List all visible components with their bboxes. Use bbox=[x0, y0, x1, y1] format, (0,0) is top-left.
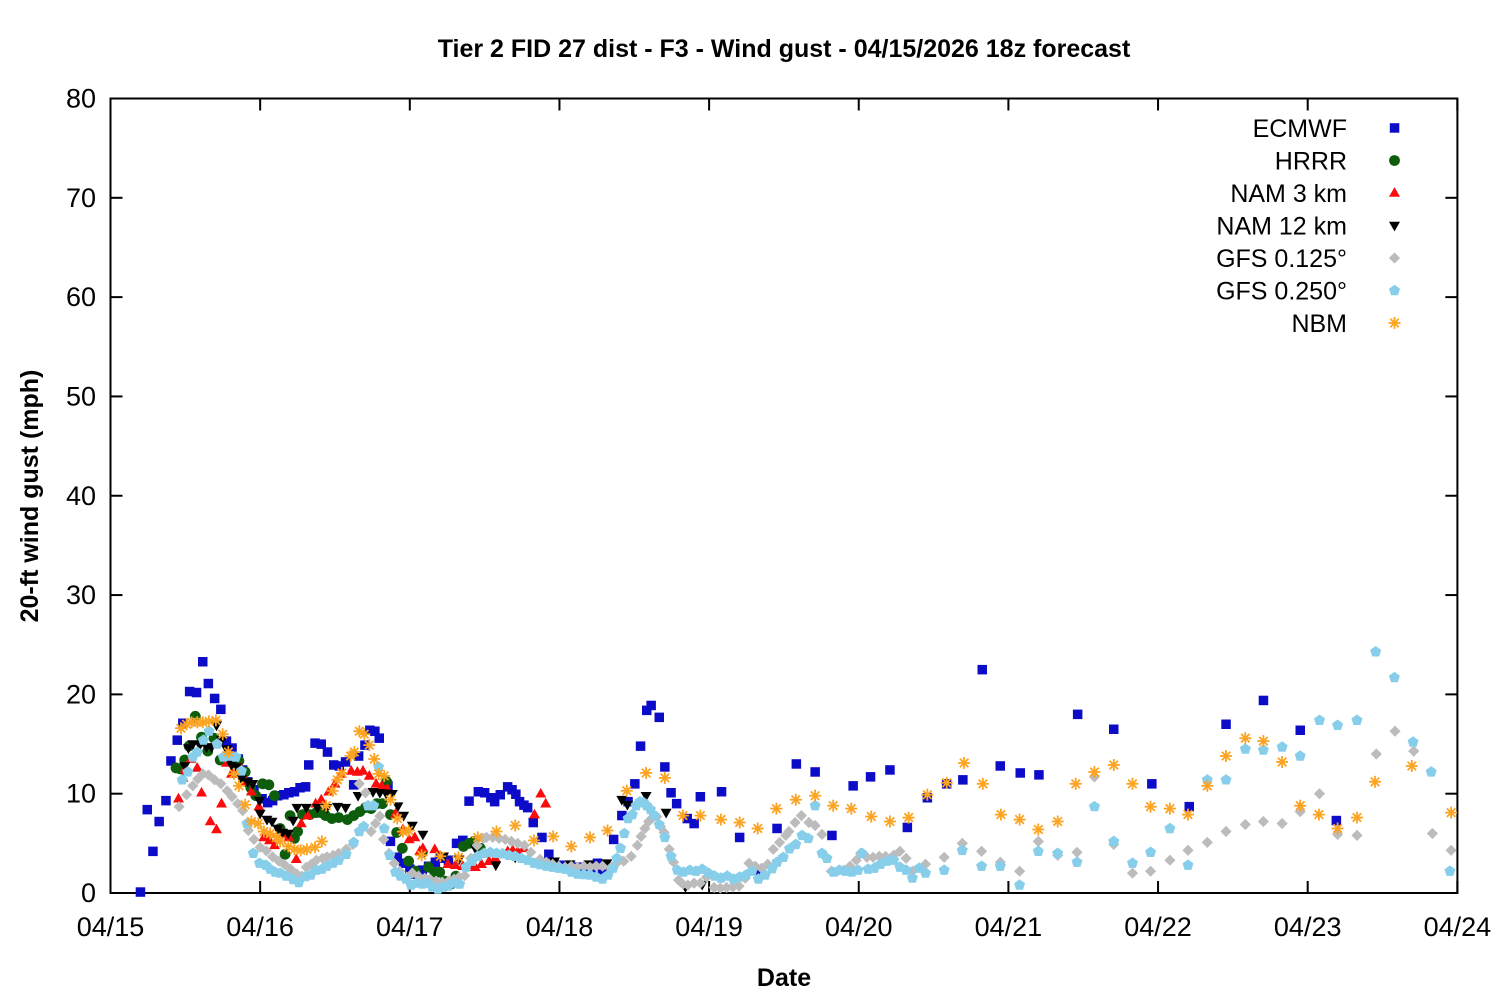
svg-text:70: 70 bbox=[66, 183, 96, 213]
svg-text:30: 30 bbox=[66, 580, 96, 610]
svg-text:20-ft wind gust (mph): 20-ft wind gust (mph) bbox=[16, 370, 44, 623]
svg-text:NAM 3 km: NAM 3 km bbox=[1230, 180, 1347, 208]
svg-text:Tier 2 FID 27 dist - F3 - Wind: Tier 2 FID 27 dist - F3 - Wind gust - 04… bbox=[438, 35, 1131, 63]
svg-text:04/19: 04/19 bbox=[675, 912, 743, 942]
svg-text:80: 80 bbox=[66, 84, 96, 114]
svg-text:04/21: 04/21 bbox=[975, 912, 1043, 942]
svg-text:04/22: 04/22 bbox=[1124, 912, 1192, 942]
svg-text:NBM: NBM bbox=[1291, 310, 1347, 338]
svg-text:20: 20 bbox=[66, 679, 96, 709]
svg-text:04/15: 04/15 bbox=[77, 912, 145, 942]
svg-text:04/23: 04/23 bbox=[1274, 912, 1342, 942]
svg-text:HRRR: HRRR bbox=[1275, 148, 1347, 176]
svg-text:50: 50 bbox=[66, 381, 96, 411]
svg-text:04/18: 04/18 bbox=[526, 912, 594, 942]
svg-text:NAM 12 km: NAM 12 km bbox=[1216, 213, 1347, 241]
svg-text:04/16: 04/16 bbox=[226, 912, 294, 942]
svg-text:GFS 0.250°: GFS 0.250° bbox=[1216, 278, 1347, 306]
svg-text:04/20: 04/20 bbox=[825, 912, 893, 942]
svg-text:60: 60 bbox=[66, 282, 96, 312]
svg-text:GFS 0.125°: GFS 0.125° bbox=[1216, 245, 1347, 273]
svg-text:0: 0 bbox=[81, 878, 96, 908]
svg-text:40: 40 bbox=[66, 481, 96, 511]
svg-text:Date: Date bbox=[757, 964, 811, 992]
svg-text:04/24: 04/24 bbox=[1424, 912, 1492, 942]
svg-text:ECMWF: ECMWF bbox=[1253, 115, 1347, 143]
svg-text:04/17: 04/17 bbox=[376, 912, 444, 942]
svg-text:10: 10 bbox=[66, 779, 96, 809]
